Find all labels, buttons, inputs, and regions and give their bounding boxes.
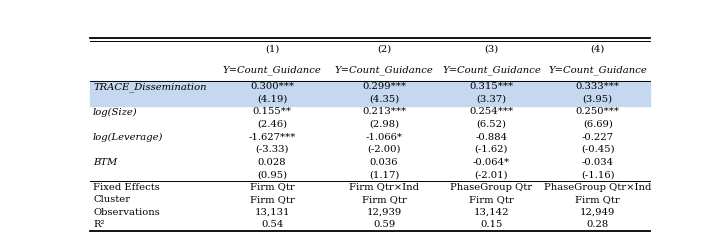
Text: (0.95): (0.95)	[257, 170, 287, 179]
Text: PhaseGroup Qtr×Ind: PhaseGroup Qtr×Ind	[544, 182, 651, 192]
Text: Firm Qtr: Firm Qtr	[575, 195, 620, 204]
Text: 0.15: 0.15	[480, 220, 503, 229]
Text: Y=Count_Guidance: Y=Count_Guidance	[549, 66, 647, 75]
Text: 0.59: 0.59	[373, 220, 395, 229]
Text: -0.884: -0.884	[475, 133, 508, 142]
Text: 0.333***: 0.333***	[575, 82, 619, 91]
Text: 13,131: 13,131	[254, 208, 290, 217]
Text: (-2.00): (-2.00)	[367, 145, 401, 154]
Text: 0.250***: 0.250***	[575, 108, 619, 116]
Text: Cluster: Cluster	[93, 195, 130, 204]
Text: -0.064*: -0.064*	[473, 158, 510, 167]
Text: Firm Qtr: Firm Qtr	[469, 195, 514, 204]
Text: BTM: BTM	[93, 158, 117, 167]
Text: -0.034: -0.034	[582, 158, 614, 167]
Text: Y=Count_Guidance: Y=Count_Guidance	[442, 66, 541, 75]
Text: Observations: Observations	[93, 208, 160, 217]
Text: (3.95): (3.95)	[583, 95, 613, 104]
Text: (-1.62): (-1.62)	[474, 145, 508, 154]
Text: (-1.16): (-1.16)	[581, 170, 614, 179]
Text: (3.37): (3.37)	[477, 95, 507, 104]
Text: R²: R²	[93, 220, 105, 229]
Text: (-2.01): (-2.01)	[474, 170, 508, 179]
Text: Firm Qtr: Firm Qtr	[250, 195, 295, 204]
Text: (-0.45): (-0.45)	[581, 145, 614, 154]
Text: (1): (1)	[265, 45, 279, 54]
Text: 0.036: 0.036	[370, 158, 399, 167]
Text: 0.299***: 0.299***	[362, 82, 406, 91]
Text: 12,939: 12,939	[366, 208, 401, 217]
Text: TRACE_Dissemination: TRACE_Dissemination	[93, 82, 206, 92]
Text: 0.300***: 0.300***	[250, 82, 294, 91]
Bar	[90, 93, 650, 106]
Text: (4.19): (4.19)	[257, 95, 287, 104]
Bar	[90, 81, 650, 93]
Text: (4): (4)	[591, 45, 605, 54]
Text: (3): (3)	[484, 45, 499, 54]
Text: (2.46): (2.46)	[257, 120, 287, 129]
Text: 13,142: 13,142	[474, 208, 509, 217]
Text: 0.54: 0.54	[261, 220, 283, 229]
Text: 0.315***: 0.315***	[469, 82, 513, 91]
Text: PhaseGroup Qtr: PhaseGroup Qtr	[451, 182, 533, 192]
Text: Y=Count_Guidance: Y=Count_Guidance	[222, 66, 321, 75]
Text: -1.627***: -1.627***	[248, 133, 296, 142]
Text: Y=Count_Guidance: Y=Count_Guidance	[334, 66, 433, 75]
Text: 0.155**: 0.155**	[253, 108, 292, 116]
Text: (2.98): (2.98)	[369, 120, 399, 129]
Text: 0.028: 0.028	[258, 158, 287, 167]
Text: 0.213***: 0.213***	[362, 108, 406, 116]
Text: -1.066*: -1.066*	[365, 133, 402, 142]
Text: log(Size): log(Size)	[93, 107, 138, 116]
Text: 12,949: 12,949	[580, 208, 615, 217]
Text: 0.28: 0.28	[587, 220, 609, 229]
Text: (2): (2)	[377, 45, 391, 54]
Text: Firm Qtr×Ind: Firm Qtr×Ind	[349, 182, 419, 192]
Text: (6.69): (6.69)	[583, 120, 613, 129]
Text: (1.17): (1.17)	[369, 170, 399, 179]
Text: (6.52): (6.52)	[477, 120, 506, 129]
Text: (-3.33): (-3.33)	[256, 145, 289, 154]
Text: Fixed Effects: Fixed Effects	[93, 182, 160, 192]
Text: -0.227: -0.227	[582, 133, 614, 142]
Text: log(Leverage): log(Leverage)	[93, 133, 163, 142]
Text: (4.35): (4.35)	[369, 95, 399, 104]
Text: Firm Qtr: Firm Qtr	[250, 182, 295, 192]
Text: Firm Qtr: Firm Qtr	[362, 195, 406, 204]
Text: 0.254***: 0.254***	[469, 108, 513, 116]
